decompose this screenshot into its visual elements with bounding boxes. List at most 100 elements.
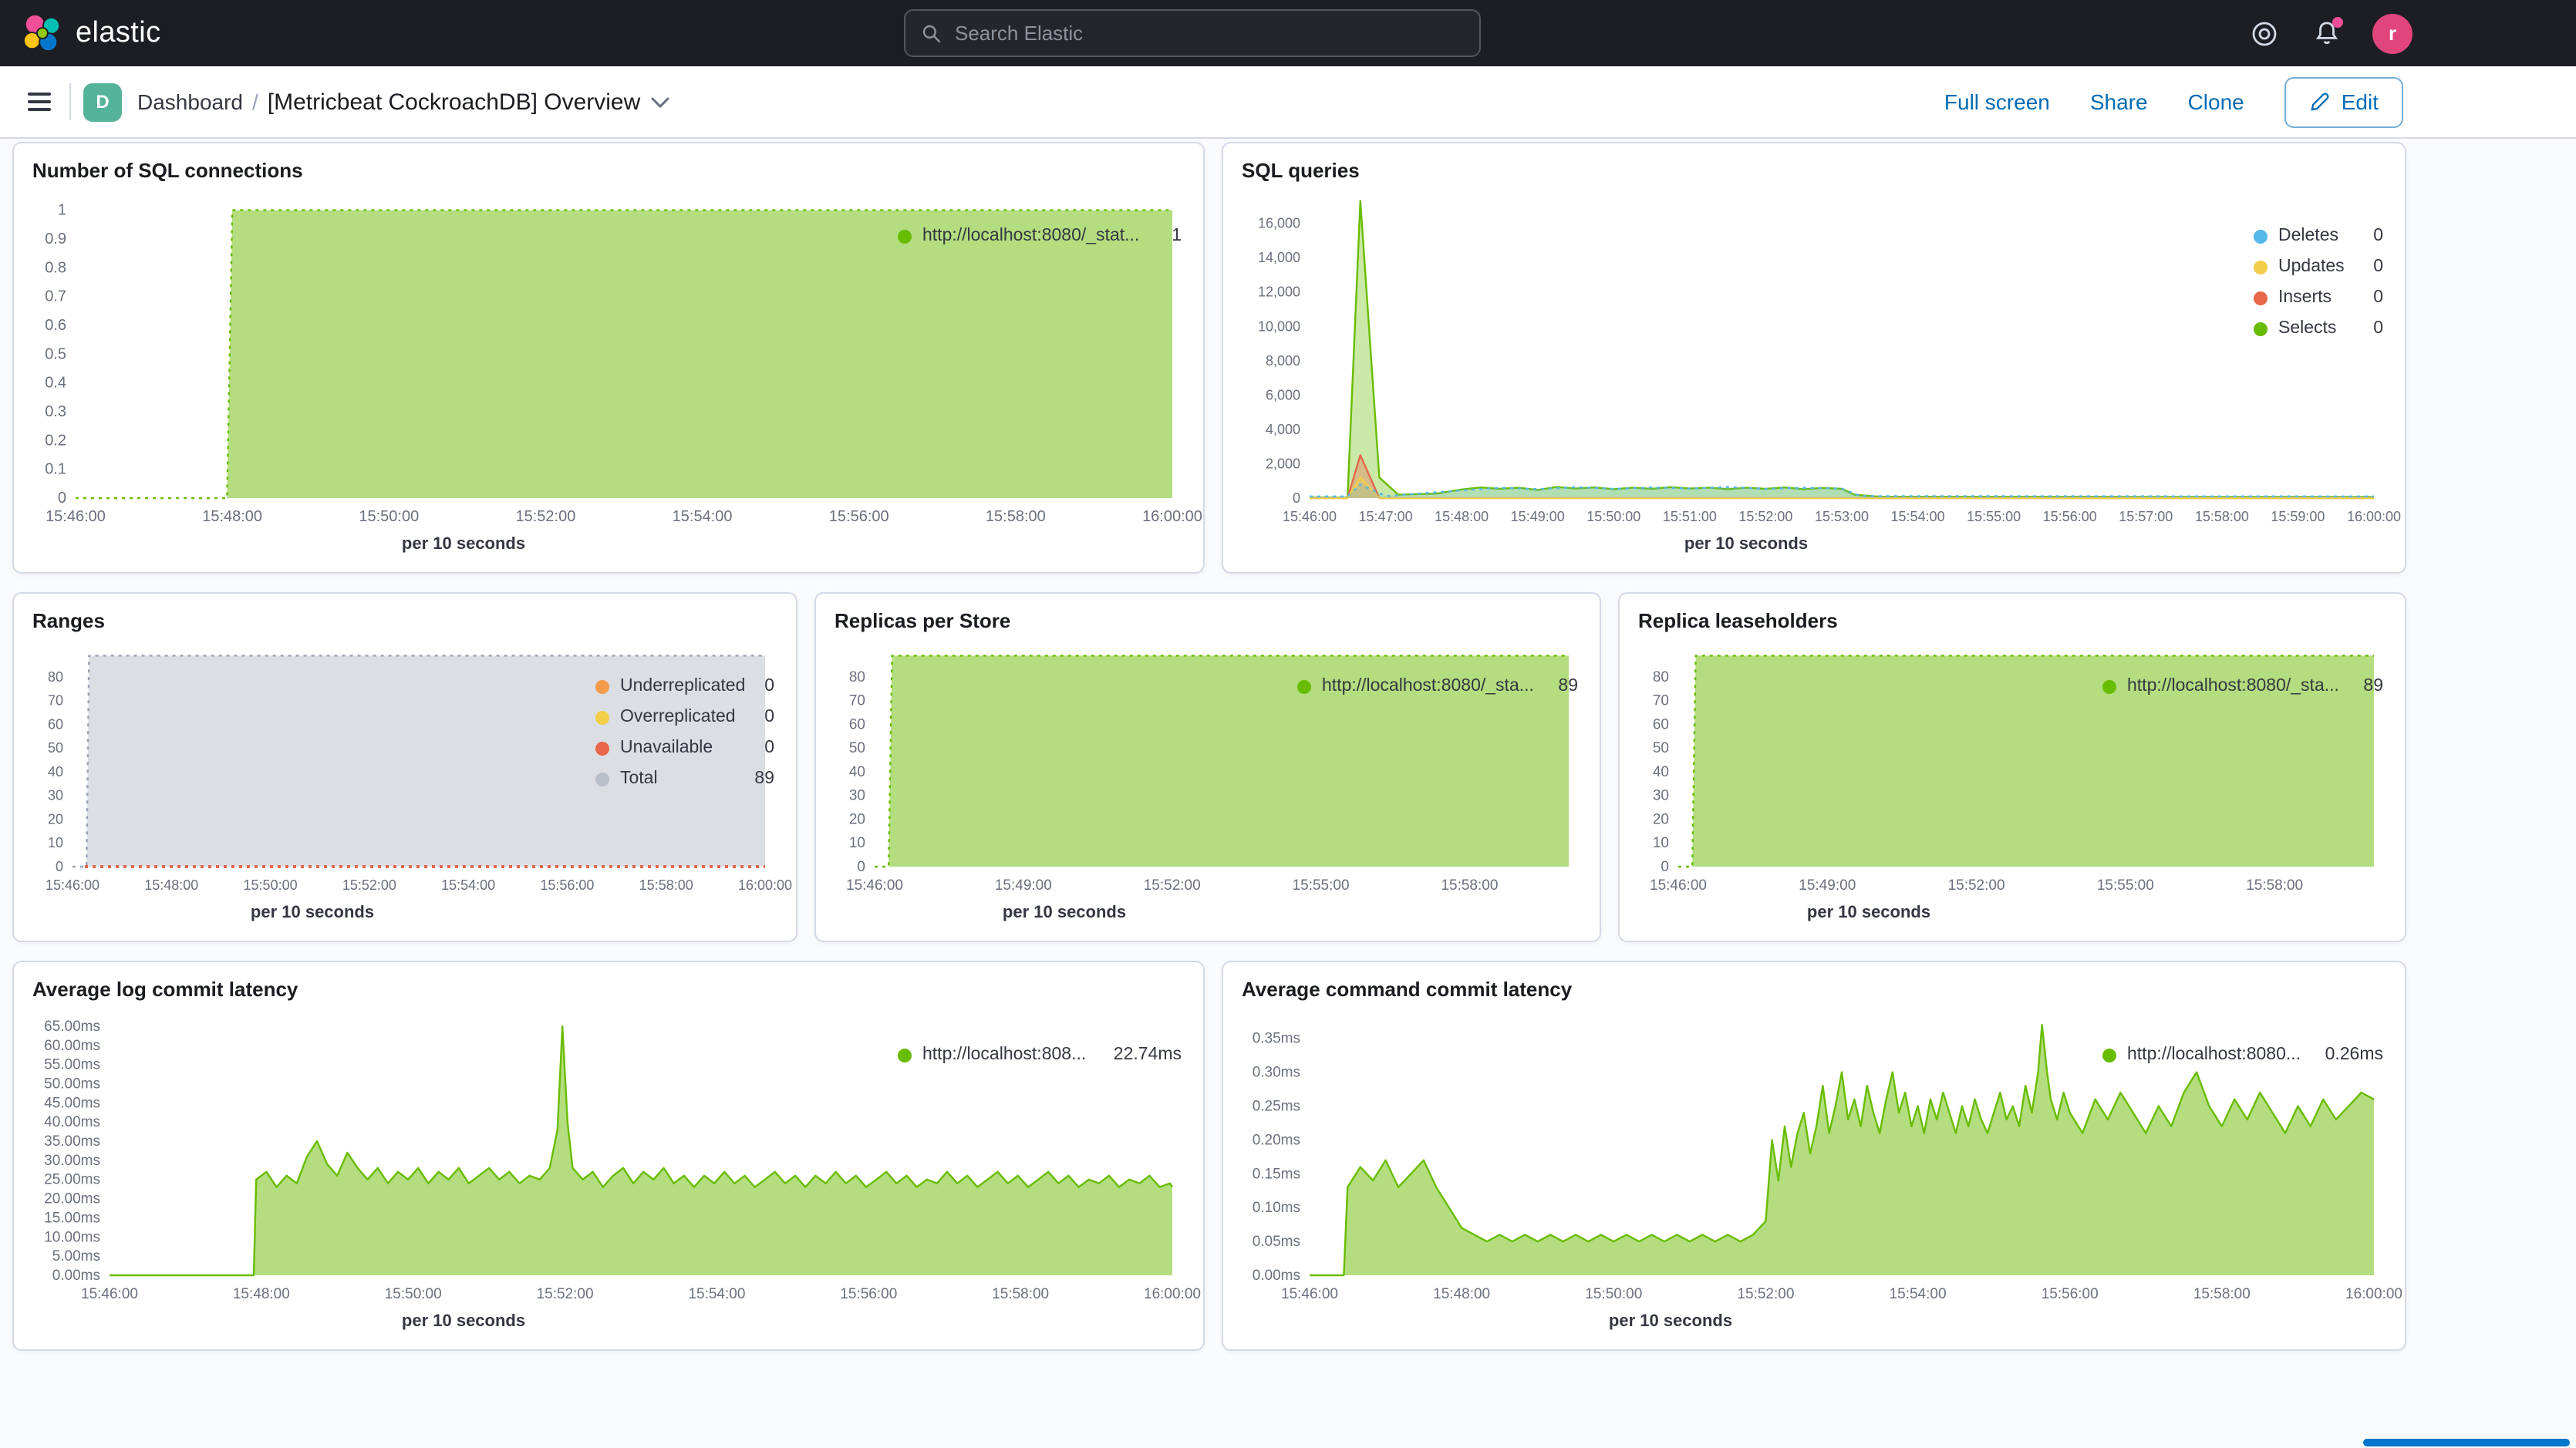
help-icon[interactable] [2249,18,2280,49]
svg-text:15:52:00: 15:52:00 [1738,509,1792,524]
legend-item[interactable]: Overreplicated0 [595,708,774,726]
svg-text:0.1: 0.1 [45,461,66,478]
legend-item[interactable]: http://localhost:8080...0.26ms [2102,1046,2383,1064]
chart-ranges[interactable]: 0102030405060708015:46:0015:48:0015:50:0… [29,637,595,904]
svg-text:0: 0 [1661,859,1669,875]
legend-label: http://localhost:808... [922,1046,1086,1064]
panel-number-of-sql-connections: Number of SQL connections 00.10.20.30.40… [12,142,1205,574]
legend-item[interactable]: Deletes0 [2254,227,2383,245]
svg-text:15:52:00: 15:52:00 [1737,1286,1794,1302]
legend-item[interactable]: http://localhost:808...22.74ms [898,1046,1182,1064]
svg-text:25.00ms: 25.00ms [44,1172,100,1188]
svg-text:1: 1 [58,202,66,219]
chart-replicas-per-store[interactable]: 0102030405060708015:46:0015:49:0015:52:0… [831,637,1297,904]
svg-text:8,000: 8,000 [1266,353,1300,369]
chart-replica-leaseholders[interactable]: 0102030405060708015:46:0015:49:0015:52:0… [1635,637,2102,904]
svg-text:10.00ms: 10.00ms [44,1229,100,1245]
chevron-down-icon[interactable] [651,96,669,107]
user-avatar[interactable]: r [2372,13,2412,53]
svg-text:15:46:00: 15:46:00 [1650,877,1707,894]
full-screen-link[interactable]: Full screen [1944,89,2050,114]
share-link[interactable]: Share [2090,89,2148,114]
legend-color-dot [595,710,609,724]
legend-item[interactable]: http://localhost:8080/_sta... 89 [1297,677,1578,695]
legend-label: http://localhost:8080/_sta... [1322,677,1534,695]
svg-text:15:56:00: 15:56:00 [829,508,889,525]
panel-title: Average log commit latency [32,978,1188,1005]
legend-item[interactable]: Total89 [595,769,774,788]
legend-item[interactable]: Underreplicated0 [595,677,774,695]
legend-label: Inserts [2278,288,2332,307]
svg-text:15:46:00: 15:46:00 [81,1286,138,1302]
legend-color-dot [2254,291,2267,305]
edit-button[interactable]: Edit [2284,76,2403,127]
legend-item[interactable]: http://localhost:8080/_sta...89 [2102,677,2383,695]
global-search[interactable] [904,9,1481,57]
legend-value: 1 [1172,227,1182,245]
search-input[interactable] [955,22,1464,45]
svg-text:15:54:00: 15:54:00 [1891,509,1945,524]
chart-legend: Underreplicated0 Overreplicated0 Unavailab… [595,637,781,928]
x-axis-label: per 10 seconds [29,904,595,928]
svg-text:0.15ms: 0.15ms [1253,1166,1300,1182]
legend-label: Deletes [2278,227,2338,245]
clone-link[interactable]: Clone [2188,89,2244,114]
chart-log-commit-latency[interactable]: 0.00ms5.00ms10.00ms15.00ms20.00ms25.00ms… [29,1005,898,1312]
x-axis-label: per 10 seconds [1239,1312,2102,1337]
svg-text:15:56:00: 15:56:00 [2042,1286,2099,1302]
svg-text:0.5: 0.5 [45,345,66,362]
svg-text:0.00ms: 0.00ms [1253,1268,1300,1284]
legend-item[interactable]: http://localhost:8080/_stat...1 [898,227,1182,245]
svg-text:15.00ms: 15.00ms [44,1210,100,1226]
legend-item[interactable]: Inserts0 [2254,288,2383,307]
svg-text:20: 20 [849,811,865,827]
legend-item[interactable]: Updates0 [2254,258,2383,276]
chart-legend: http://localhost:8080/_stat...1 [898,187,1188,560]
header-actions: r [2249,13,2412,53]
svg-text:0.05ms: 0.05ms [1253,1234,1300,1250]
legend-value: 0 [764,739,774,757]
chart-sql-queries[interactable]: 02,0004,0006,0008,00010,00012,00014,0001… [1239,187,2254,535]
svg-text:30: 30 [1653,788,1669,804]
x-axis-label: per 10 seconds [29,1312,898,1337]
brand[interactable]: elastic [22,12,161,54]
svg-text:0.8: 0.8 [45,259,66,276]
legend-value: 89 [1558,677,1578,695]
breadcrumb-dashboard[interactable]: Dashboard [137,89,243,114]
svg-text:60: 60 [1653,716,1669,732]
panel-average-command-commit-latency: Average command commit latency 0.00ms0.0… [1222,961,2406,1351]
svg-text:15:52:00: 15:52:00 [515,508,575,525]
panel-average-log-commit-latency: Average log commit latency 0.00ms 5.00ms 1… [12,961,1205,1351]
svg-text:45.00ms: 45.00ms [44,1095,100,1111]
svg-text:15:46:00: 15:46:00 [46,508,106,525]
svg-text:15:54:00: 15:54:00 [441,877,495,893]
legend-item[interactable]: Selects0 [2254,319,2383,338]
chart-legend: http://localhost:8080...0.26ms [2102,1005,2389,1337]
toolbar-actions: Full screen Share Clone Edit [1944,76,2403,127]
chart-command-commit-latency[interactable]: 0.00ms0.05ms0.10ms0.15ms0.20ms0.25ms0.30… [1239,1005,2102,1312]
svg-text:5.00ms: 5.00ms [52,1248,100,1264]
svg-text:0.10ms: 0.10ms [1253,1200,1300,1216]
svg-text:15:56:00: 15:56:00 [540,877,594,893]
menu-toggle-button[interactable] [19,83,60,120]
svg-text:0.9: 0.9 [45,231,66,248]
chart-sql-connections[interactable]: 00.10.20.30.40.50.60.70.80.9115:46:0015:… [29,187,898,535]
svg-text:15:57:00: 15:57:00 [2119,509,2173,524]
legend-value: 89 [754,769,774,788]
notifications-bell-icon[interactable] [2311,18,2342,49]
legend-label: http://localhost:8080/_sta... [2127,677,2339,695]
legend-color-dot [2254,322,2267,335]
legend-value: 0 [2373,258,2383,276]
pencil-icon [2309,91,2331,113]
svg-text:15:46:00: 15:46:00 [1281,1286,1338,1302]
horizontal-scrollbar-thumb[interactable] [2363,1439,2570,1446]
legend-color-dot [898,1048,912,1062]
space-avatar[interactable]: D [83,83,122,121]
svg-text:10: 10 [849,835,865,851]
legend-item[interactable]: Unavailable0 [595,739,774,757]
chart-legend: Deletes0Updates0Inserts0Selects0 [2254,187,2389,560]
svg-text:0.00ms: 0.00ms [52,1268,100,1284]
svg-text:10,000: 10,000 [1258,318,1300,334]
svg-text:15:52:00: 15:52:00 [342,877,396,893]
notification-dot [2332,16,2343,27]
